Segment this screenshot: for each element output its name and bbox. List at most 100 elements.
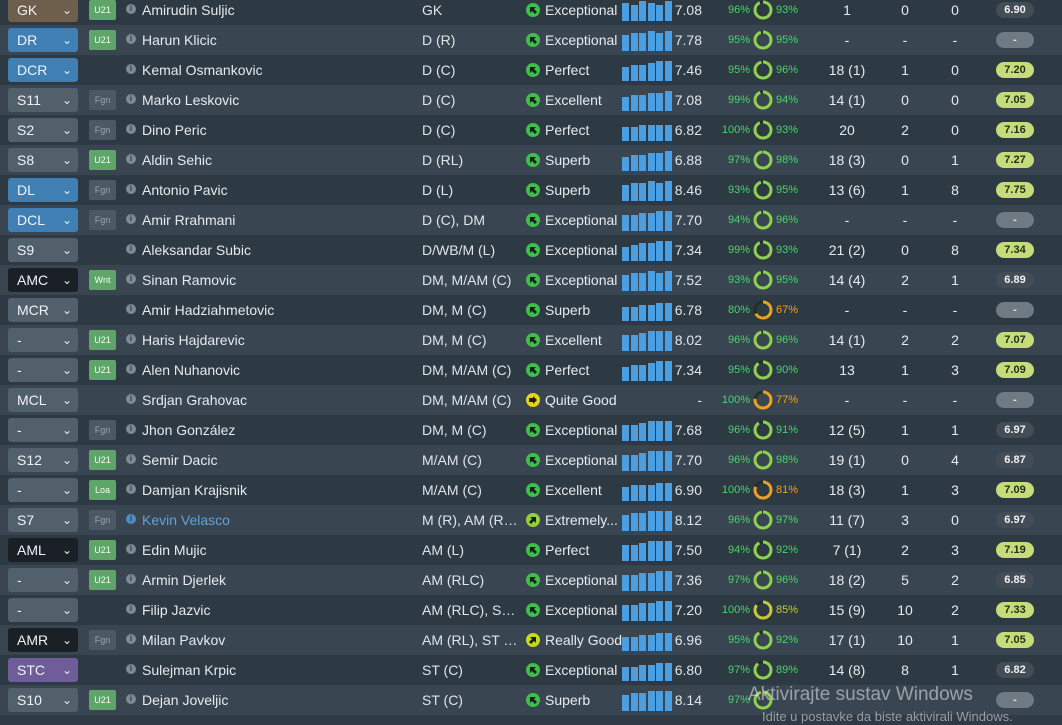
position-selector[interactable]: MCR ⌄ [8,298,78,322]
info-icon[interactable]: i [126,274,136,284]
player-name[interactable]: Sinan Ramovic [142,272,237,288]
player-row[interactable]: S2 ⌄ Fgn i Dino Peric D (C) Perfect 6.82 100% 93%… [0,115,1062,145]
position-selector[interactable]: GK ⌄ [8,0,78,22]
info-icon[interactable]: i [126,34,136,44]
position-selector[interactable]: DR ⌄ [8,28,78,52]
player-row[interactable]: AML ⌄ U21 i Edin Mujic AM (L) Perfect 7.50 94% 92… [0,535,1062,565]
info-icon[interactable]: i [126,424,136,434]
info-icon[interactable]: i [126,574,136,584]
player-row[interactable]: AMR ⌄ Fgn i Milan Pavkov AM (RL), ST (C) Reall… [0,625,1062,655]
position-selector[interactable]: DCL ⌄ [8,208,78,232]
player-row[interactable]: MCL ⌄ i Srdjan Grahovac DM, M/AM (C) Quite Go… [0,385,1062,415]
player-row[interactable]: S10 ⌄ U21 i Dejan Joveljic ST (C) Superb 8.14 97… [0,685,1062,715]
player-name[interactable]: Aleksandar Subic [142,242,251,258]
info-icon[interactable]: i [126,304,136,314]
player-name[interactable]: Dino Peric [142,122,207,138]
info-icon[interactable]: i [126,184,136,194]
player-row[interactable]: - ⌄ Loa i Damjan Krajisnik M/AM (C) Excellent 6… [0,475,1062,505]
player-name[interactable]: Kemal Osmankovic [142,62,263,78]
position-selector[interactable]: S9 ⌄ [8,238,78,262]
player-name[interactable]: Jhon González [142,422,236,438]
info-icon[interactable]: i [126,364,136,374]
info-icon[interactable]: i [126,154,136,164]
position-selector[interactable]: DCR ⌄ [8,58,78,82]
player-row[interactable]: DCL ⌄ Fgn i Amir Rrahmani D (C), DM Exceptiona… [0,205,1062,235]
player-name[interactable]: Marko Leskovic [142,92,240,108]
player-row[interactable]: DL ⌄ Fgn i Antonio Pavic D (L) Superb 8.46 93% 95… [0,175,1062,205]
info-icon[interactable]: i [126,634,136,644]
info-icon[interactable]: i [126,694,136,704]
info-icon[interactable]: i [126,454,136,464]
info-icon[interactable]: i [126,244,136,254]
player-row[interactable]: MCR ⌄ i Amir Hadziahmetovic DM, M (C) Superb 6… [0,295,1062,325]
position-selector[interactable]: STC ⌄ [8,658,78,682]
position-selector[interactable]: S11 ⌄ [8,88,78,112]
player-name[interactable]: Amirudin Suljic [142,2,235,18]
player-name[interactable]: Armin Djerlek [142,572,227,588]
position-selector[interactable]: - ⌄ [8,568,78,592]
info-icon[interactable]: i [126,4,136,14]
info-icon[interactable]: i [126,664,136,674]
player-name[interactable]: Sulejman Krpic [142,662,237,678]
position-selector[interactable]: MCL ⌄ [8,388,78,412]
player-name[interactable]: Amir Hadziahmetovic [142,302,275,318]
player-name[interactable]: Kevin Velasco [142,512,230,528]
player-row[interactable]: DCR ⌄ i Kemal Osmankovic D (C) Perfect 7.46 95%… [0,55,1062,85]
player-name[interactable]: Edin Mujic [142,542,207,558]
player-row[interactable]: - ⌄ Fgn i Jhon González DM, M (C) Exceptional 7… [0,415,1062,445]
match-sharpness-ring-icon [752,509,774,531]
position-selector[interactable]: AML ⌄ [8,538,78,562]
position-selector[interactable]: AMC ⌄ [8,268,78,292]
player-row[interactable]: DR ⌄ U21 i Harun Klicic D (R) Exceptional 7.78 9… [0,25,1062,55]
info-icon[interactable]: i [126,604,136,614]
player-row[interactable]: - ⌄ U21 i Haris Hajdarevic DM, M (C) Excellent… [0,325,1062,355]
player-row[interactable]: - ⌄ i Filip Jazvic AM (RLC), ST (C) Exception… [0,595,1062,625]
player-name[interactable]: Alen Nuhanovic [142,362,241,378]
player-name[interactable]: Srdjan Grahovac [142,392,248,408]
player-row[interactable]: S12 ⌄ U21 i Semir Dacic M/AM (C) Exceptional 7.… [0,445,1062,475]
player-name[interactable]: Milan Pavkov [142,632,226,648]
position-selector[interactable]: S7 ⌄ [8,508,78,532]
position-selector[interactable]: - ⌄ [8,358,78,382]
position-selector[interactable]: S10 ⌄ [8,688,78,712]
player-name[interactable]: Haris Hajdarevic [142,332,245,348]
player-row[interactable]: S11 ⌄ Fgn i Marko Leskovic D (C) Excellent 7.08… [0,85,1062,115]
player-row[interactable]: S9 ⌄ i Aleksandar Subic D/WB/M (L) Exceptiona… [0,235,1062,265]
status-badge: U21 [89,450,116,470]
position-selector[interactable]: - ⌄ [8,418,78,442]
position-selector[interactable]: AMR ⌄ [8,628,78,652]
position-selector[interactable]: S8 ⌄ [8,148,78,172]
info-icon[interactable]: i [126,334,136,344]
player-name[interactable]: Filip Jazvic [142,602,211,618]
position-selector[interactable]: S12 ⌄ [8,448,78,472]
form-bar [647,485,655,501]
position-selector[interactable]: - ⌄ [8,598,78,622]
player-row[interactable]: GK ⌄ U21 i Amirudin Suljic GK Exceptional 7.08 9… [0,0,1062,25]
player-name[interactable]: Dejan Joveljic [142,692,229,708]
position-selector[interactable]: S2 ⌄ [8,118,78,142]
position-selector[interactable]: - ⌄ [8,478,78,502]
player-name[interactable]: Antonio Pavic [142,182,228,198]
player-row[interactable]: S8 ⌄ U21 i Aldin Sehic D (RL) Superb 6.88 97% 98%… [0,145,1062,175]
player-row[interactable]: - ⌄ U21 i Armin Djerlek AM (RLC) Exceptional 7.… [0,565,1062,595]
player-row[interactable]: STC ⌄ i Sulejman Krpic ST (C) Exceptional 6.80… [0,655,1062,685]
info-icon[interactable]: i [126,394,136,404]
goals: 0 [901,242,909,258]
info-icon[interactable]: i [126,64,136,74]
player-row[interactable]: - ⌄ U21 i Alen Nuhanovic DM, M/AM (C) Perfect 7… [0,355,1062,385]
player-name[interactable]: Amir Rrahmani [142,212,236,228]
position-selector[interactable]: - ⌄ [8,328,78,352]
player-name[interactable]: Aldin Sehic [142,152,213,168]
info-icon[interactable]: i [126,544,136,554]
info-icon[interactable]: i [126,514,136,524]
player-name[interactable]: Semir Dacic [142,452,218,468]
info-icon[interactable]: i [126,124,136,134]
position-selector[interactable]: DL ⌄ [8,178,78,202]
player-row[interactable]: AMC ⌄ Wnt i Sinan Ramovic DM, M/AM (C) Excepti… [0,265,1062,295]
info-icon[interactable]: i [126,94,136,104]
player-name[interactable]: Harun Klicic [142,32,217,48]
player-name[interactable]: Damjan Krajisnik [142,482,248,498]
info-icon[interactable]: i [126,214,136,224]
info-icon[interactable]: i [126,484,136,494]
